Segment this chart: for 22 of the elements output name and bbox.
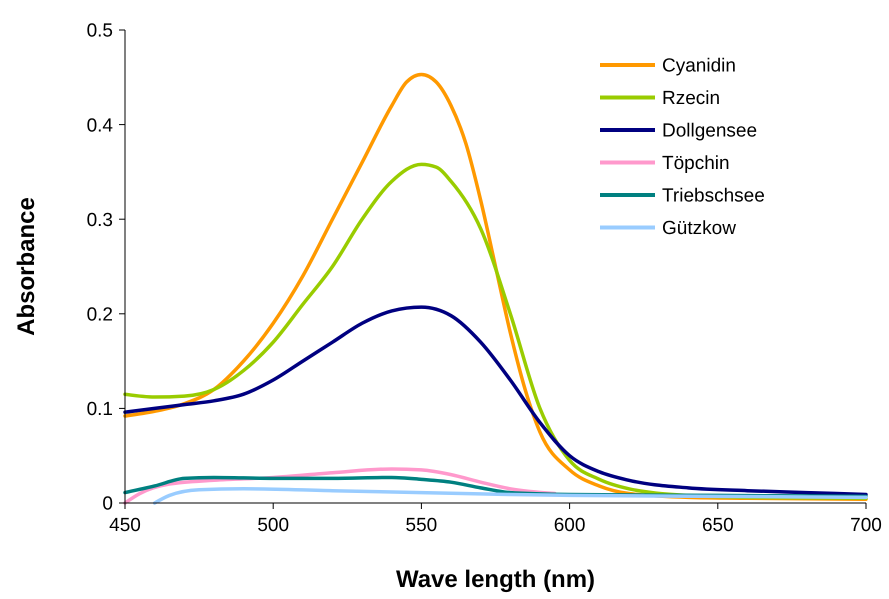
- y-tick-label: 0.1: [86, 399, 113, 420]
- legend-label: Töpchin: [662, 153, 730, 174]
- legend-label: Cyanidin: [662, 56, 736, 77]
- x-tick-label: 550: [406, 515, 438, 536]
- x-tick-label: 650: [702, 515, 734, 536]
- legend-label: Triebschsee: [662, 186, 765, 207]
- x-tick-label: 500: [257, 515, 290, 536]
- y-tick-label: 0.3: [86, 210, 113, 231]
- legend-label: Dollgensee: [662, 120, 758, 142]
- y-tick-label: 0.2: [86, 304, 113, 326]
- legend-label: Rzecin: [662, 88, 720, 110]
- y-tick-label: 0.5: [86, 20, 113, 42]
- y-tick-label: 0: [102, 494, 113, 515]
- x-axis-title: Wave length (nm): [396, 566, 596, 593]
- line-series: [123, 305, 868, 496]
- y-axis-title: Absorbance: [13, 197, 40, 336]
- y-tick-label: 0.4: [86, 115, 114, 136]
- legend-label: Gützkow: [662, 218, 736, 240]
- x-tick-label: 700: [850, 515, 882, 536]
- x-tick-label: 450: [109, 515, 141, 536]
- x-tick-label: 600: [554, 515, 586, 536]
- line-series: [152, 487, 868, 505]
